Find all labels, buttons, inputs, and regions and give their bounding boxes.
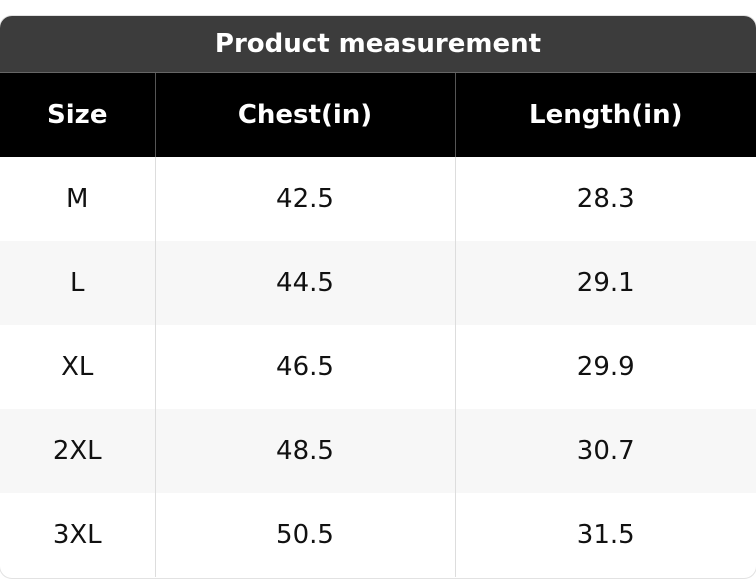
table-cell: 2XL bbox=[0, 409, 155, 493]
column-header: Size bbox=[0, 73, 155, 157]
column-header: Chest(in) bbox=[154, 73, 455, 157]
table-row: XL 46.5 29.9 bbox=[0, 325, 756, 409]
table-cell: 31.5 bbox=[454, 493, 756, 577]
table-cell: 28.3 bbox=[454, 157, 756, 241]
table-row: M 42.5 28.3 bbox=[0, 157, 756, 241]
table-cell: 30.7 bbox=[454, 409, 756, 493]
header-row: Size Chest(in) Length(in) bbox=[0, 73, 756, 157]
table-cell: XL bbox=[61, 352, 94, 382]
table-row: 2XL 48.5 30.7 bbox=[0, 409, 756, 493]
column-header: Length(in) bbox=[454, 73, 756, 157]
table-cell: M bbox=[66, 184, 89, 214]
table-cell: 46.5 bbox=[154, 325, 455, 409]
table-cell: 3XL bbox=[52, 520, 102, 550]
table-row: 3XL 50.5 31.5 bbox=[0, 493, 756, 577]
table-body: M 42.5 28.3 L 44.5 29.1 XL 46.5 29.9 2XL 48.5 30.7 3… bbox=[0, 157, 756, 577]
table-cell: 29.9 bbox=[454, 325, 756, 409]
table-cell: 29.1 bbox=[454, 241, 756, 325]
table-row: L 44.5 29.1 bbox=[0, 241, 756, 325]
table-cell: L bbox=[0, 241, 155, 325]
table-cell: 42.5 bbox=[154, 157, 455, 241]
measurement-table: Size Chest(in) Length(in) M 42.5 28.3 L 44.5 29… bbox=[0, 73, 756, 577]
table-cell: 50.5 bbox=[154, 493, 455, 577]
table-title: Product measurement bbox=[0, 16, 756, 73]
table-cell: 48.5 bbox=[154, 409, 455, 493]
measurement-card: Product measurement Size Chest(in) Length(… bbox=[0, 16, 756, 578]
table-cell: 44.5 bbox=[154, 241, 455, 325]
